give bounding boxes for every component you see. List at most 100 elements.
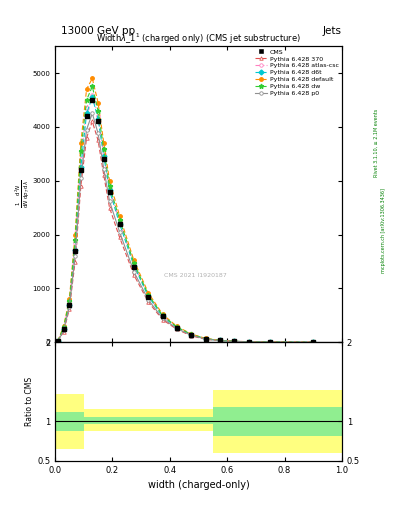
Pythia 6.428 p0 [174, 326, 179, 332]
Pythia 6.428 d6t [90, 94, 95, 100]
Pythia 6.428 d6t [203, 336, 208, 342]
Line: Pythia 6.428 d6t: Pythia 6.428 d6t [56, 96, 315, 344]
Pythia 6.428 p0 [107, 198, 112, 204]
Text: Jets: Jets [323, 26, 342, 36]
CMS [84, 113, 89, 119]
Pythia 6.428 370 [101, 172, 106, 178]
Pythia 6.428 p0 [268, 339, 273, 345]
Pythia 6.428 d6t [67, 302, 72, 308]
Pythia 6.428 default [101, 140, 106, 146]
Pythia 6.428 dw [84, 97, 89, 103]
Pythia 6.428 atlas-csc [268, 339, 273, 345]
Line: Pythia 6.428 370: Pythia 6.428 370 [56, 120, 315, 344]
Pythia 6.428 d6t [117, 221, 122, 227]
Pythia 6.428 default [203, 335, 208, 342]
CMS [96, 118, 101, 124]
Pythia 6.428 d6t [174, 325, 179, 331]
Pythia 6.428 p0 [132, 269, 136, 275]
Pythia 6.428 default [146, 290, 151, 296]
Pythia 6.428 d6t [232, 338, 237, 345]
CMS [55, 338, 60, 344]
Text: 13000 GeV pp: 13000 GeV pp [61, 26, 135, 36]
Pythia 6.428 d6t [55, 338, 60, 344]
Pythia 6.428 default [174, 324, 179, 330]
Pythia 6.428 p0 [79, 175, 83, 181]
CMS [174, 325, 179, 331]
Pythia 6.428 p0 [90, 110, 95, 116]
Pythia 6.428 atlas-csc [107, 186, 112, 192]
Pythia 6.428 atlas-csc [160, 313, 165, 319]
Pythia 6.428 370 [61, 329, 66, 335]
Pythia 6.428 d6t [246, 339, 251, 345]
Pythia 6.428 d6t [107, 187, 112, 194]
Pythia 6.428 atlas-csc [55, 338, 60, 344]
Pythia 6.428 370 [232, 338, 237, 345]
Pythia 6.428 dw [90, 83, 95, 90]
Pythia 6.428 p0 [84, 126, 89, 133]
Pythia 6.428 dw [174, 324, 179, 330]
Pythia 6.428 370 [246, 339, 251, 345]
Pythia 6.428 370 [96, 137, 101, 143]
CMS [117, 221, 122, 227]
CMS [218, 337, 222, 344]
Pythia 6.428 d6t [160, 313, 165, 319]
Line: CMS: CMS [56, 98, 315, 345]
Pythia 6.428 d6t [79, 164, 83, 170]
CMS [146, 293, 151, 300]
Pythia 6.428 default [160, 311, 165, 317]
Pythia 6.428 dw [232, 338, 237, 345]
Pythia 6.428 atlas-csc [246, 338, 251, 345]
Pythia 6.428 atlas-csc [189, 331, 194, 337]
Pythia 6.428 370 [55, 338, 60, 345]
Pythia 6.428 d6t [101, 154, 106, 160]
CMS [67, 302, 72, 308]
Text: CMS 2021 I1920187: CMS 2021 I1920187 [164, 273, 227, 278]
Pythia 6.428 default [55, 338, 60, 344]
Pythia 6.428 370 [132, 272, 136, 278]
Pythia 6.428 p0 [61, 327, 66, 333]
Pythia 6.428 370 [79, 183, 83, 189]
Pythia 6.428 dw [96, 108, 101, 114]
Pythia 6.428 atlas-csc [90, 92, 95, 98]
Pythia 6.428 default [268, 339, 273, 345]
Pythia 6.428 default [311, 339, 316, 345]
Pythia 6.428 default [117, 212, 122, 219]
Pythia 6.428 d6t [96, 116, 101, 122]
Line: Pythia 6.428 dw: Pythia 6.428 dw [55, 84, 316, 345]
Pythia 6.428 p0 [160, 315, 165, 322]
Pythia 6.428 p0 [218, 337, 222, 344]
CMS [160, 313, 165, 319]
Pythia 6.428 p0 [246, 339, 251, 345]
Pythia 6.428 370 [84, 135, 89, 141]
Pythia 6.428 370 [107, 205, 112, 211]
Pythia 6.428 d6t [84, 110, 89, 116]
Pythia 6.428 atlas-csc [67, 299, 72, 305]
Pythia 6.428 370 [146, 299, 151, 305]
Pythia 6.428 d6t [146, 293, 151, 300]
Pythia 6.428 atlas-csc [203, 336, 208, 342]
CMS [232, 338, 237, 345]
CMS [79, 167, 83, 173]
Pythia 6.428 dw [160, 312, 165, 318]
Pythia 6.428 default [218, 337, 222, 344]
Pythia 6.428 p0 [117, 229, 122, 235]
Pythia 6.428 dw [246, 339, 251, 345]
Pythia 6.428 default [107, 178, 112, 184]
Pythia 6.428 d6t [218, 337, 222, 344]
Pythia 6.428 dw [311, 339, 316, 345]
Line: Pythia 6.428 p0: Pythia 6.428 p0 [56, 112, 315, 344]
Pythia 6.428 default [73, 231, 77, 238]
CMS [107, 188, 112, 195]
Pythia 6.428 default [246, 338, 251, 345]
CMS [311, 339, 316, 345]
CMS [268, 339, 273, 345]
Pythia 6.428 p0 [101, 166, 106, 172]
Pythia 6.428 d6t [73, 247, 77, 253]
Pythia 6.428 p0 [189, 332, 194, 338]
Pythia 6.428 370 [117, 234, 122, 240]
Pythia 6.428 dw [132, 260, 136, 266]
Pythia 6.428 p0 [146, 296, 151, 303]
Pythia 6.428 atlas-csc [61, 325, 66, 331]
CMS [61, 326, 66, 332]
Pythia 6.428 p0 [96, 130, 101, 136]
